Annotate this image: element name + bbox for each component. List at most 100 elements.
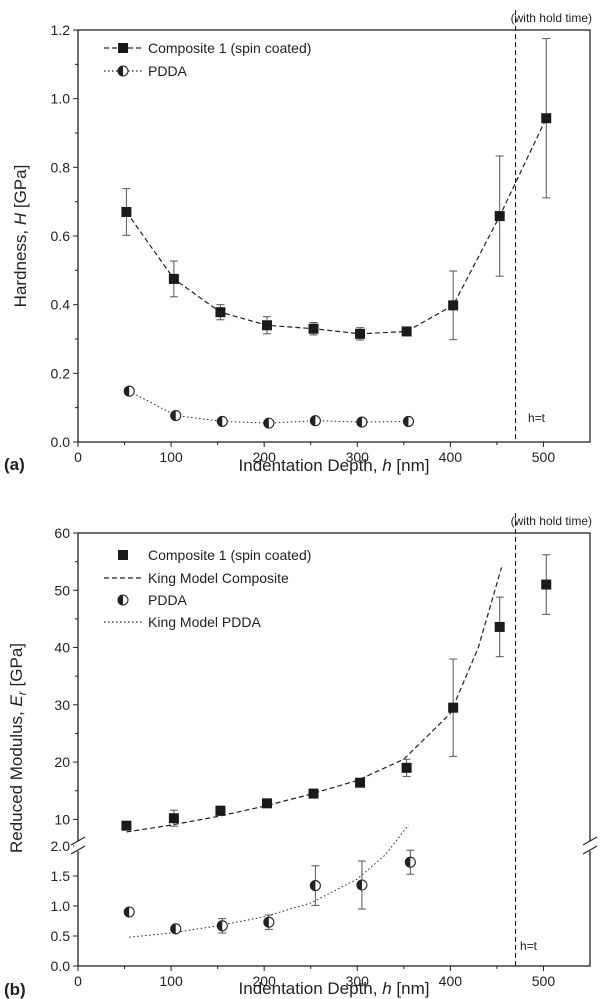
b-y-tick-label-upper: 60	[54, 525, 70, 541]
b-pdda-point-fill	[310, 880, 316, 891]
a-y-tick-label: 0.8	[51, 159, 71, 175]
b-composite-point	[121, 820, 132, 831]
a-y-tick-label: 0.2	[51, 365, 71, 381]
b-y-tick-label-lower: 1.0	[51, 898, 71, 914]
b-y-tick-label-upper: 10	[54, 811, 70, 827]
b-composite-point	[448, 702, 459, 713]
b-pdda-point-fill	[263, 917, 269, 928]
b-y-tick-label-lower: 0.5	[51, 928, 71, 944]
a-pdda-point-fill	[403, 416, 409, 427]
b-pdda-point	[309, 880, 321, 892]
legend-a: Composite 1 (spin coated) PDDA	[104, 40, 311, 79]
b-composite-point	[494, 621, 505, 632]
b-y-tick-label-upper: 40	[54, 640, 70, 656]
b-pdda-point	[263, 916, 275, 928]
legend-a-composite-marker	[118, 43, 128, 53]
b-pdda-point	[404, 856, 416, 868]
a-composite-line	[125, 117, 547, 335]
a-x-axis-title: Indentation Depth, h [nm]	[239, 456, 430, 475]
b-pdda-point	[216, 920, 228, 932]
b-composite-point	[541, 579, 552, 590]
b-pdda-point-fill	[124, 907, 130, 917]
b-y-tick-label-upper: 50	[54, 582, 70, 598]
a-composite-point	[261, 320, 272, 331]
a-data-marks	[121, 10, 552, 442]
a-y-tick-label: 0.0	[51, 434, 71, 450]
a-composite-point	[541, 113, 552, 124]
b-axis-break-right-gap	[586, 841, 594, 851]
b-composite-point	[168, 813, 179, 824]
legend-b-pdda-symbol-fill	[118, 595, 123, 605]
a-pdda-point-fill	[356, 417, 362, 428]
legend-a-pdda-symbol	[117, 65, 129, 77]
b-x-tick-label: 0	[74, 973, 82, 989]
a-y-tick-label: 1.2	[51, 22, 71, 38]
a-pdda-point	[356, 416, 368, 428]
a-pdda-point	[123, 385, 135, 397]
legend-b-pdda-symbol	[117, 594, 129, 606]
b-composite-point	[261, 798, 272, 809]
a-pdda-point	[309, 415, 321, 427]
b-king-composite-line	[126, 567, 503, 833]
a-pdda-point	[170, 410, 182, 422]
legend-b-king-composite-label: King Model Composite	[148, 570, 289, 586]
a-pdda-point-fill	[263, 418, 269, 429]
b-axis-break-right-slash-bottom	[582, 845, 598, 855]
b-y-axis-title: Reduced Modulus, Er [GPa]	[7, 643, 29, 853]
a-pdda-point-fill	[124, 386, 130, 397]
a-x-tick-label: 200	[253, 449, 277, 465]
a-composite-point	[168, 273, 179, 284]
a-composite-point	[401, 326, 412, 337]
a-pdda-point	[216, 415, 228, 427]
b-y-tick-label-upper: 20	[54, 754, 70, 770]
panel-b-modulus-chart: 0 100 200 300 400 500 0.0 0.5 1.0 1.5 2.0 10 20 30 40 5…	[4, 513, 598, 999]
b-pdda-point-fill	[170, 923, 176, 934]
legend-a-pdda-marker	[117, 65, 129, 77]
plot-area-b	[77, 532, 591, 967]
legend-b-composite-label: Composite 1 (spin coated)	[148, 547, 311, 563]
b-axis-break-left-slash-top	[70, 836, 86, 846]
a-y-tick-label: 0.6	[51, 228, 71, 244]
b-composite-point	[401, 762, 412, 773]
panel-a-hardness-chart: 0 100 200 300 400 500 0.0 0.2 0.4 0.6 0.8 1.0 1.2 Co…	[4, 10, 592, 475]
b-pdda-point-fill	[356, 880, 362, 890]
b-king-pdda-line	[129, 824, 409, 938]
a-y-tick-label: 1.0	[51, 91, 71, 107]
legend-a-composite-label: Composite 1 (spin coated)	[148, 40, 311, 56]
b-x-tick-label: 200	[253, 973, 277, 989]
a-pdda-point	[263, 417, 275, 429]
b-pdda-point	[170, 923, 182, 935]
a-pdda-point-fill	[170, 410, 176, 421]
legend-a-pdda-symbol-fill	[118, 66, 123, 76]
panel-label-a: (a)	[4, 455, 25, 474]
b-y-tick-label-lower: 2.0	[51, 838, 71, 854]
a-x-tick-label: 100	[159, 449, 183, 465]
a-composite-point	[308, 323, 319, 334]
legend-a-pdda-label: PDDA	[148, 63, 188, 79]
plot-area-a	[77, 29, 591, 443]
a-top-annotation: (with hold time)	[511, 11, 592, 25]
a-composite-point	[448, 300, 459, 311]
b-x-tick-label: 300	[346, 973, 370, 989]
b-ticks: 0 100 200 300 400 500 0.0 0.5 1.0 1.5 2.0 10 20 30 40 5…	[51, 525, 598, 989]
legend-b-king-pdda-label: King Model PDDA	[148, 614, 261, 630]
b-pdda-point	[356, 879, 368, 891]
b-composite-point	[308, 788, 319, 799]
b-composite-point	[355, 777, 366, 788]
a-composite-point	[121, 206, 132, 217]
a-x-tick-label: 500	[532, 449, 556, 465]
legend-b: Composite 1 (spin coated) King Model Com…	[104, 547, 311, 630]
a-composite-point	[355, 328, 366, 339]
b-x-axis-title: Indentation Depth, h [nm]	[239, 979, 430, 998]
b-composite-point	[215, 805, 226, 816]
b-axis-break-right-slash-top	[582, 836, 598, 846]
a-vline-label: h=t	[528, 411, 546, 425]
legend-b-composite-marker	[118, 550, 128, 560]
b-axis-break-left-slash-bottom	[70, 845, 86, 855]
a-composite-point	[215, 307, 226, 318]
a-x-tick-label: 0	[74, 449, 82, 465]
a-ticks: 0 100 200 300 400 500 0.0 0.2 0.4 0.6 0.8 1.0 1.2	[51, 22, 556, 465]
a-x-tick-label: 400	[439, 449, 463, 465]
a-pdda-point-fill	[310, 415, 316, 426]
